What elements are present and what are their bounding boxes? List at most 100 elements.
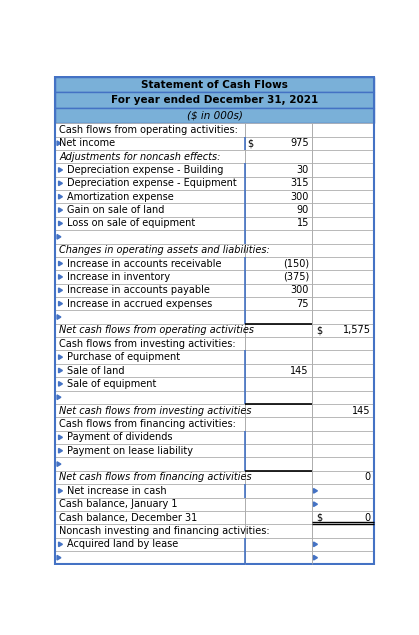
Bar xyxy=(312,284,374,297)
Text: 0: 0 xyxy=(365,512,371,523)
Text: 0: 0 xyxy=(365,472,371,483)
Polygon shape xyxy=(59,288,62,293)
Bar xyxy=(55,137,245,150)
Bar xyxy=(55,511,245,525)
Text: Cash balance, January 1: Cash balance, January 1 xyxy=(59,499,178,509)
Text: (375): (375) xyxy=(283,272,309,282)
Bar xyxy=(55,150,245,163)
Bar xyxy=(312,311,374,324)
Bar xyxy=(312,417,374,431)
Bar xyxy=(245,177,312,190)
Bar xyxy=(245,525,312,538)
Bar xyxy=(312,404,374,417)
Text: Increase in accounts receivable: Increase in accounts receivable xyxy=(67,258,222,269)
Bar xyxy=(245,203,312,217)
Polygon shape xyxy=(59,435,62,439)
Polygon shape xyxy=(59,302,62,306)
Polygon shape xyxy=(59,261,62,266)
Text: Net increase in cash: Net increase in cash xyxy=(67,486,167,496)
Bar xyxy=(312,257,374,271)
Bar xyxy=(312,150,374,163)
Bar xyxy=(55,203,245,217)
Bar xyxy=(245,243,312,257)
Text: Cash flows from financing activities:: Cash flows from financing activities: xyxy=(59,419,236,429)
Bar xyxy=(55,271,245,284)
Bar xyxy=(245,123,312,137)
Bar xyxy=(55,417,245,431)
Bar xyxy=(245,431,312,444)
Text: Cash flows from operating activities:: Cash flows from operating activities: xyxy=(59,125,238,135)
Bar xyxy=(312,271,374,284)
Polygon shape xyxy=(57,234,61,239)
Bar xyxy=(245,297,312,311)
Polygon shape xyxy=(59,368,62,373)
Bar xyxy=(55,77,374,92)
Bar xyxy=(312,243,374,257)
Polygon shape xyxy=(59,168,62,172)
Bar xyxy=(55,284,245,297)
Text: Payment on lease liability: Payment on lease liability xyxy=(67,446,193,456)
Text: Loss on sale of equipment: Loss on sale of equipment xyxy=(67,218,195,229)
Polygon shape xyxy=(57,141,61,145)
Polygon shape xyxy=(59,221,62,226)
Text: Cash flows from investing activities:: Cash flows from investing activities: xyxy=(59,339,236,349)
Text: Purchase of equipment: Purchase of equipment xyxy=(67,352,180,362)
Polygon shape xyxy=(57,315,61,319)
Bar xyxy=(312,484,374,498)
Text: $: $ xyxy=(316,512,322,523)
Bar xyxy=(55,190,245,203)
Bar xyxy=(55,484,245,498)
Text: Net cash flows from financing activities: Net cash flows from financing activities xyxy=(59,472,252,483)
Bar xyxy=(312,203,374,217)
Bar xyxy=(312,377,374,391)
Text: Amortization expense: Amortization expense xyxy=(67,192,174,202)
Bar xyxy=(55,217,245,230)
Bar xyxy=(245,311,312,324)
Text: 145: 145 xyxy=(352,406,371,416)
Bar xyxy=(55,230,245,243)
Text: 975: 975 xyxy=(290,138,309,148)
Polygon shape xyxy=(57,462,61,467)
Bar xyxy=(312,457,374,471)
Bar xyxy=(245,391,312,404)
Bar xyxy=(312,498,374,511)
Polygon shape xyxy=(313,542,318,547)
Bar xyxy=(312,190,374,203)
Bar xyxy=(245,257,312,271)
Bar xyxy=(312,471,374,484)
Bar xyxy=(312,431,374,444)
Bar xyxy=(312,137,374,150)
Bar xyxy=(245,190,312,203)
Bar xyxy=(55,123,245,137)
Polygon shape xyxy=(59,208,62,212)
Text: $: $ xyxy=(316,325,322,335)
Text: Depreciation expense - Equipment: Depreciation expense - Equipment xyxy=(67,178,237,189)
Bar xyxy=(245,284,312,297)
Bar xyxy=(245,538,312,551)
Text: Statement of Cash Flows: Statement of Cash Flows xyxy=(141,79,288,90)
Text: Increase in inventory: Increase in inventory xyxy=(67,272,170,282)
Text: ($ in 000s): ($ in 000s) xyxy=(187,110,243,121)
Bar xyxy=(312,391,374,404)
Bar xyxy=(245,217,312,230)
Text: 145: 145 xyxy=(290,366,309,375)
Bar xyxy=(312,511,374,525)
Polygon shape xyxy=(59,194,62,199)
Text: Net income: Net income xyxy=(59,138,116,148)
Text: Adjustments for noncash effects:: Adjustments for noncash effects: xyxy=(59,152,221,161)
Bar xyxy=(55,551,245,565)
Polygon shape xyxy=(59,355,62,359)
Polygon shape xyxy=(57,395,61,399)
Bar xyxy=(55,163,245,177)
Text: Payment of dividends: Payment of dividends xyxy=(67,432,173,443)
Polygon shape xyxy=(57,556,61,560)
Bar xyxy=(55,351,245,364)
Bar xyxy=(55,444,245,457)
Bar xyxy=(55,92,374,108)
Bar xyxy=(312,551,374,565)
Text: Net cash flows from investing activities: Net cash flows from investing activities xyxy=(59,406,252,416)
Bar xyxy=(55,108,374,123)
Text: 300: 300 xyxy=(290,192,309,202)
Bar xyxy=(55,391,245,404)
Bar xyxy=(55,457,245,471)
